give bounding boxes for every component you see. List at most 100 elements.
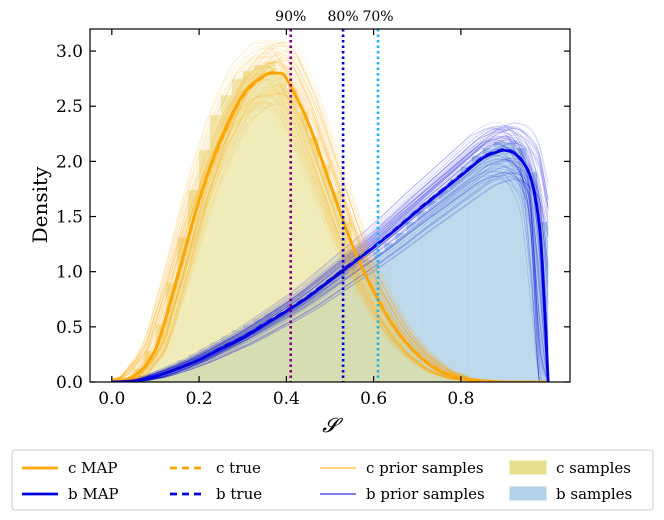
b-prior-samples-line — [111, 149, 549, 382]
c-samples-bar — [330, 191, 341, 382]
legend-label: b samples — [556, 485, 632, 503]
c-samples-bar — [428, 369, 440, 382]
b-prior-samples-line — [111, 160, 549, 382]
x-tick-label: 0.6 — [360, 389, 387, 409]
b-prior-samples-line — [111, 151, 549, 382]
c-prior-samples-line — [111, 66, 549, 382]
b-samples-bar — [439, 190, 450, 382]
b-samples-bar — [537, 222, 549, 382]
b-prior-samples-line — [111, 125, 549, 382]
c-samples-bar — [297, 111, 309, 382]
y-tick-label: 2.5 — [56, 97, 83, 117]
b-prior-samples-line — [111, 178, 549, 382]
c-samples-bar — [220, 95, 232, 382]
b-samples-bar — [482, 148, 494, 382]
b-samples-bar — [504, 142, 516, 382]
y-tick-label: 3.0 — [56, 42, 83, 62]
b-prior-samples-line — [111, 176, 549, 382]
b-samples-bar — [471, 155, 483, 382]
b-prior-samples-line — [111, 142, 549, 382]
b-prior-samples-line — [111, 151, 549, 382]
b-prior-samples-line — [111, 135, 549, 382]
legend: c MAP c true c prior samples c samples b MAP… — [11, 449, 654, 511]
b-prior-samples-line — [111, 179, 549, 382]
c-samples-bar — [155, 324, 167, 382]
b-samples-bar — [526, 172, 538, 382]
b-true-curve — [111, 148, 550, 382]
c-prior-samples-line — [111, 50, 549, 382]
legend-entry: b samples — [509, 485, 632, 503]
legend-label: b prior samples — [366, 485, 485, 503]
b-prior-samples-line — [111, 159, 549, 382]
b-samples-bar — [493, 141, 505, 382]
c-samples-bar — [417, 362, 429, 382]
c-samples-bar — [177, 237, 189, 382]
legend-label: b true — [216, 485, 262, 503]
b-prior-samples-line — [111, 132, 549, 382]
c-samples-bar — [199, 150, 210, 382]
b-prior-samples-line — [111, 138, 549, 382]
c-prior-samples-line — [111, 51, 549, 382]
b-prior-samples-line — [111, 139, 549, 382]
threshold-label: 90% — [275, 9, 306, 25]
b-samples-bar — [450, 179, 461, 382]
c-samples-bar — [395, 336, 407, 382]
threshold-label: 80% — [328, 9, 359, 25]
c-samples-bar — [439, 375, 450, 382]
legend-entry: b true — [170, 485, 262, 503]
b-prior-samples-line — [111, 126, 549, 382]
legend-entry: c samples — [509, 459, 631, 477]
b-prior-samples-line — [111, 121, 549, 382]
b-prior-samples-line — [111, 135, 549, 382]
threshold-lines: 90% 80% 70% — [275, 9, 394, 382]
b-prior-samples-line — [111, 146, 549, 382]
b-prior-samples-line — [111, 157, 549, 382]
x-tick-label: 0.4 — [273, 389, 300, 409]
b-prior-samples-line — [111, 179, 549, 382]
threshold-label: 70% — [362, 9, 393, 25]
b-prior-samples-line — [111, 172, 549, 382]
c-samples-bar — [450, 378, 461, 382]
b-prior-samples-line — [111, 137, 549, 382]
legend-label: c MAP — [68, 459, 117, 477]
curve-layer — [111, 71, 550, 382]
b-prior-samples-line — [111, 142, 549, 382]
y-tick-label: 0.0 — [56, 373, 83, 393]
c-samples-bar — [264, 62, 276, 382]
b-prior-samples-line — [111, 131, 549, 382]
c-samples-bar — [373, 301, 385, 382]
b-samples-bar — [515, 148, 527, 382]
c-samples-bar — [406, 352, 418, 382]
c-prior-samples-line — [111, 59, 549, 382]
b-prior-samples-line — [111, 158, 549, 382]
c-prior-samples-line — [111, 52, 549, 382]
b-samples-bar — [417, 211, 429, 382]
x-tick-label: 0.2 — [186, 389, 213, 409]
b-samples-bar — [384, 243, 396, 382]
b-prior-samples-line — [111, 137, 549, 382]
b-samples-bar — [406, 222, 418, 382]
x-tick-label: 0.0 — [98, 389, 125, 409]
legend-label: c samples — [556, 459, 631, 477]
c-samples-bar — [133, 368, 145, 382]
legend-label: c true — [216, 459, 261, 477]
b-prior-samples-line — [111, 143, 549, 382]
legend-label: c prior samples — [366, 459, 484, 477]
b-prior-samples-line — [111, 143, 549, 382]
b-prior-samples-line — [111, 165, 549, 382]
b-prior-samples-line — [111, 128, 549, 382]
b-prior-samples-line — [111, 150, 549, 382]
b-prior-samples-line — [111, 141, 549, 382]
legend-entry: c MAP — [22, 459, 117, 477]
b-samples-bar — [428, 201, 440, 382]
plot-frame — [89, 28, 571, 383]
y-tick-label: 1.0 — [56, 263, 83, 283]
b-prior-samples-line — [111, 128, 549, 382]
legend-swatch — [509, 486, 547, 501]
c-samples-bar — [188, 190, 200, 382]
b-prior-samples-line — [111, 127, 549, 382]
b-prior-samples-line — [111, 172, 549, 382]
b-prior-samples-line — [111, 168, 549, 382]
b-prior-samples-line — [111, 135, 549, 382]
